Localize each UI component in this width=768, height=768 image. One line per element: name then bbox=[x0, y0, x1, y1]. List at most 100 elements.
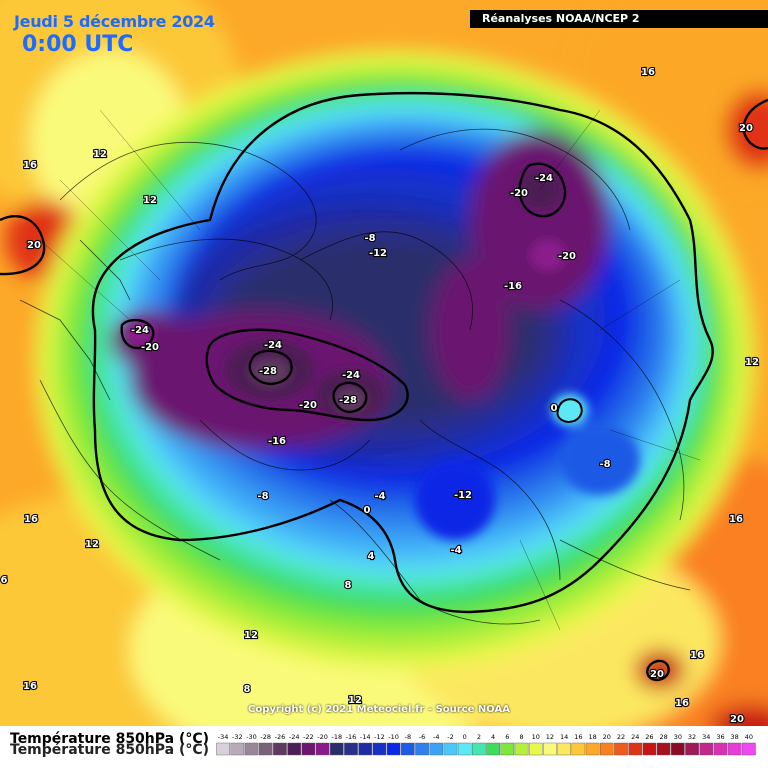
temperature-label: 12 bbox=[85, 539, 99, 550]
legend-swatch bbox=[685, 742, 699, 756]
temperature-label: 16 bbox=[690, 650, 704, 661]
legend-swatch bbox=[372, 742, 387, 756]
legend-tick-label: 38 bbox=[731, 733, 739, 741]
temperature-label: 12 bbox=[348, 695, 362, 706]
legend-tick-label: 32 bbox=[688, 733, 696, 741]
temperature-field bbox=[0, 0, 768, 726]
legend-swatch bbox=[628, 742, 643, 756]
legend-swatch bbox=[457, 742, 472, 756]
isotherm-0-small bbox=[556, 398, 583, 424]
legend-swatch bbox=[429, 742, 444, 756]
temperature-label: 12 bbox=[244, 630, 258, 641]
legend-swatch bbox=[599, 742, 614, 756]
legend-swatch bbox=[258, 742, 273, 756]
temperature-label: 0 bbox=[364, 505, 371, 516]
legend-swatch bbox=[273, 742, 287, 756]
legend-swatch bbox=[401, 742, 415, 756]
legend-tick-label: 30 bbox=[674, 733, 682, 741]
isotherm-0 bbox=[91, 91, 714, 614]
temperature-label: -24 bbox=[342, 370, 360, 381]
graticule bbox=[39, 109, 701, 631]
temperature-label: 20 bbox=[730, 714, 744, 725]
temperature-label: -16 bbox=[504, 281, 522, 292]
legend-swatch bbox=[472, 742, 486, 756]
temperature-label: 4 bbox=[368, 551, 375, 562]
legend-tick-label: -14 bbox=[360, 733, 371, 741]
temperature-label: -12 bbox=[369, 248, 387, 259]
isotherms bbox=[0, 91, 768, 682]
temperature-label: -20 bbox=[510, 188, 528, 199]
legend-tick-label: 26 bbox=[645, 733, 653, 741]
legend-swatch bbox=[329, 742, 344, 756]
temperature-850hpa-map: 16 12 12 20 16 20 -24 -20 -20 -8 -12 -16 -24 -20 -24 -2… bbox=[0, 0, 768, 726]
isotherm-20-right bbox=[742, 98, 768, 150]
legend-tick-label: -20 bbox=[317, 733, 328, 741]
isotherm-minus24-b bbox=[332, 381, 368, 414]
legend-swatch bbox=[671, 742, 685, 756]
legend-tick-label: 34 bbox=[702, 733, 710, 741]
legend-swatch bbox=[415, 742, 429, 756]
legend-tick-label: 0 bbox=[463, 733, 467, 741]
legend-swatch bbox=[386, 742, 401, 756]
temperature-labels: 16 12 12 20 16 20 -24 -20 -20 -8 -12 -16 -24 -20 -24 -2… bbox=[0, 66, 760, 726]
temperature-label: -8 bbox=[364, 233, 375, 244]
legend-swatch bbox=[614, 742, 628, 756]
legend-tick-label: 18 bbox=[588, 733, 596, 741]
temperature-label: 20 bbox=[27, 240, 41, 251]
temperature-label: -20 bbox=[558, 251, 576, 262]
temperature-label: 16 bbox=[23, 681, 37, 692]
temperature-label: -28 bbox=[339, 395, 357, 406]
temperature-label: -12 bbox=[454, 490, 472, 501]
legend-swatch bbox=[514, 742, 529, 756]
isotherm-minus20-b bbox=[518, 162, 567, 218]
temperature-label: 16 bbox=[675, 698, 689, 709]
legend-swatch bbox=[571, 742, 586, 756]
legend-swatch bbox=[543, 742, 557, 756]
temperature-label: -24 bbox=[535, 173, 553, 184]
isotherm-minus20-c bbox=[120, 318, 155, 350]
legend-tick-label: 6 bbox=[505, 733, 509, 741]
legend-swatch bbox=[443, 742, 458, 756]
legend-tick-label: 28 bbox=[659, 733, 667, 741]
legend-swatch bbox=[500, 742, 515, 756]
coastlines bbox=[19, 128, 691, 625]
legend-tick-label: 8 bbox=[519, 733, 523, 741]
temperature-label: 6 bbox=[1, 575, 8, 586]
legend-title-echo: Température 850hPa (°C) bbox=[10, 742, 210, 758]
isotherm-minus24-a bbox=[248, 349, 293, 386]
legend-swatch bbox=[315, 742, 330, 756]
legend-tick-label: 22 bbox=[617, 733, 625, 741]
legend-tick-label: 10 bbox=[532, 733, 540, 741]
temperature-label: -8 bbox=[599, 459, 610, 470]
legend-tick-label: -22 bbox=[303, 733, 314, 741]
cold-cores bbox=[125, 170, 640, 540]
legend-tick-label: 4 bbox=[491, 733, 495, 741]
temperature-label: -4 bbox=[374, 491, 385, 502]
isotherm-20-left bbox=[0, 215, 46, 276]
color-legend: -34 -32 -30 -28 -26 -24 -22 -20 -18 -16 -14 -12 -10-… bbox=[216, 733, 756, 756]
legend-swatch bbox=[742, 742, 756, 756]
legend-swatch bbox=[344, 742, 358, 756]
legend-tick-label: 36 bbox=[716, 733, 724, 741]
legend-swatch bbox=[301, 742, 316, 756]
time-label: 0:00 UTC bbox=[22, 32, 134, 57]
legend-title-text: Température 850hPa (°C) bbox=[10, 731, 210, 747]
temperature-label: 0 bbox=[551, 403, 558, 414]
legend-tick-label: -16 bbox=[346, 733, 357, 741]
legend-tick-label: -12 bbox=[374, 733, 385, 741]
temperature-label: -20 bbox=[299, 400, 317, 411]
legend-tick-label: -34 bbox=[218, 733, 229, 741]
legend-tick-label: 2 bbox=[477, 733, 481, 741]
source-banner: Réanalyses NOAA/NCEP 2 bbox=[470, 10, 768, 28]
legend-tick-label: 24 bbox=[631, 733, 639, 741]
temperature-label: 8 bbox=[244, 684, 251, 695]
legend-tick-label: -18 bbox=[331, 733, 342, 741]
legend-tick-label: -24 bbox=[289, 733, 300, 741]
legend-swatch bbox=[585, 742, 600, 756]
legend-tick-label: -2 bbox=[447, 733, 453, 741]
legend-tick-label: 16 bbox=[574, 733, 582, 741]
date-label: Jeudi 5 décembre 2024 bbox=[14, 12, 215, 31]
temperature-label: 8 bbox=[345, 580, 352, 591]
temperature-label: 16 bbox=[641, 67, 655, 78]
temperature-label: 20 bbox=[739, 123, 753, 134]
